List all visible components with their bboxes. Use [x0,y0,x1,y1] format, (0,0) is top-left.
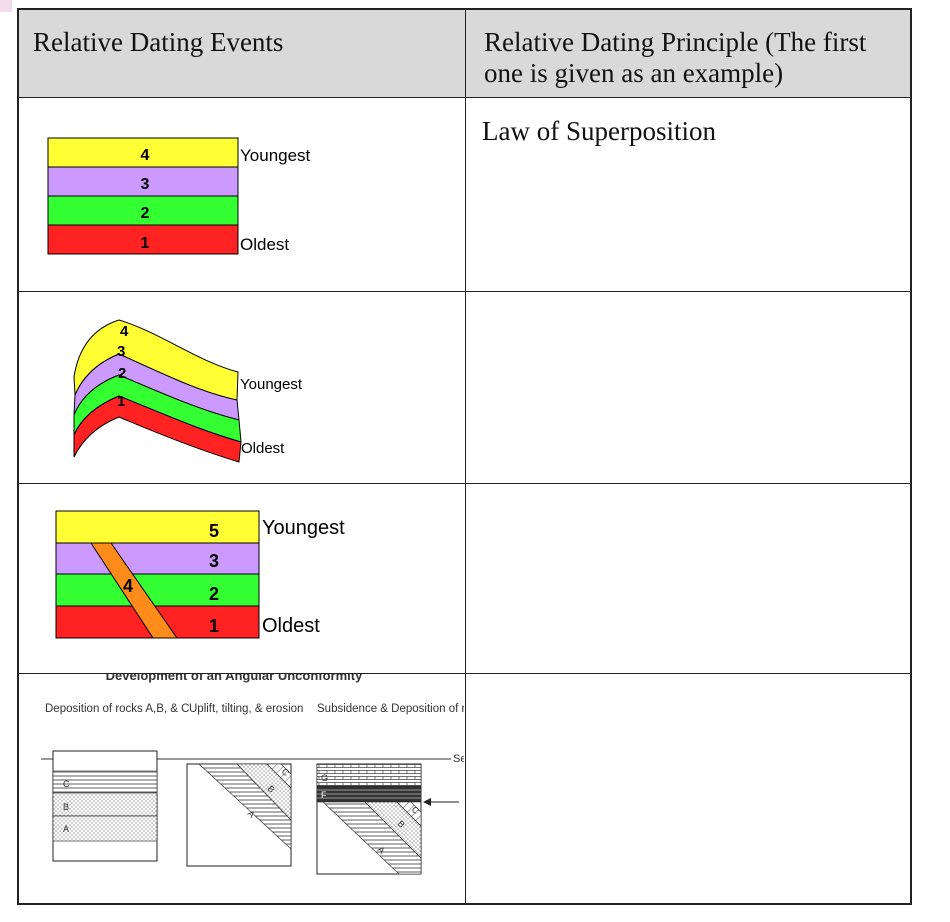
rock-label: F [321,790,327,800]
oldest-label: Oldest [262,615,320,637]
table-row: 4 3 2 1 Youngest Oldest Law of Superposi… [19,98,910,292]
principle-cell [466,484,910,673]
layer-label: 1 [117,393,125,410]
folded-layers-diagram: 4 3 2 1 Youngest Oldest [73,319,303,463]
stage2-caption: Uplift, tilting, & erosion [189,703,303,715]
layer-label: 1 [141,235,150,252]
sea-label: Sea [453,753,464,765]
header-principle: Relative Dating Principle (The first one… [484,27,867,88]
rock-label: B [396,818,407,829]
event-cell: 4 3 2 1 Youngest Oldest [19,98,466,291]
rock-label: C [63,779,70,789]
principle-cell: Law of Superposition [466,98,910,291]
layer-label: 4 [141,147,150,164]
unconformity-title: Development of an Angular Unconformity [106,674,363,683]
rock-label: A [376,844,387,855]
layer-label: 2 [209,584,219,604]
unconformity-diagram: Development of an Angular Unconformity D… [41,668,522,875]
layer-label: 3 [209,551,219,571]
header-events: Relative Dating Events [33,27,284,57]
rock-label: B [63,802,69,812]
oldest-label: Oldest [241,440,285,457]
superposition-diagram: 4 3 2 1 Youngest Oldest [47,137,311,255]
stage1-caption: Deposition of rocks A,B, & C [45,703,189,715]
rock-label: B [266,783,277,794]
stage3-caption: Subsidence & Deposition of rocks F & G [317,703,464,715]
header-principle-cell: Relative Dating Principle (The first one… [466,10,910,97]
principle-cell [466,292,910,483]
layer-label: 5 [209,521,219,541]
table-row: 4 3 2 1 Youngest Oldest [19,292,910,484]
youngest-label: Youngest [240,376,303,393]
principle-answer [466,674,910,692]
layer-label: 4 [120,323,129,340]
principle-answer: Law of Superposition [482,116,716,146]
rock-label: G [321,773,328,783]
dike-label: 4 [123,576,133,596]
layer-label: 2 [141,205,150,222]
layer-label: 3 [141,176,150,193]
table-header-row: Relative Dating Events Relative Dating P… [19,10,910,98]
oldest-label: Oldest [240,235,289,254]
event-cell: 5 3 2 1 4 Youngest Oldest [19,484,466,673]
principle-cell [466,674,910,903]
rock-label: A [246,808,257,819]
table-row: Development of an Angular Unconformity D… [19,668,910,903]
layer-label: 3 [117,343,125,360]
event-cell: Development of an Angular Unconformity D… [19,668,522,903]
principle-answer [466,484,910,502]
table-row: 5 3 2 1 4 Youngest Oldest [19,484,910,674]
layer-label: 2 [118,365,126,382]
youngest-label: Youngest [262,517,345,539]
corner-mark [0,0,12,12]
header-events-cell: Relative Dating Events [19,10,466,97]
event-cell: 4 3 2 1 Youngest Oldest [19,292,466,483]
youngest-label: Youngest [240,146,311,165]
rock-label: A [63,824,69,834]
intrusion-diagram: 5 3 2 1 4 Youngest Oldest [55,510,345,639]
dating-table: Relative Dating Events Relative Dating P… [17,8,912,905]
principle-answer [466,292,910,310]
layer-label: 1 [209,616,219,636]
